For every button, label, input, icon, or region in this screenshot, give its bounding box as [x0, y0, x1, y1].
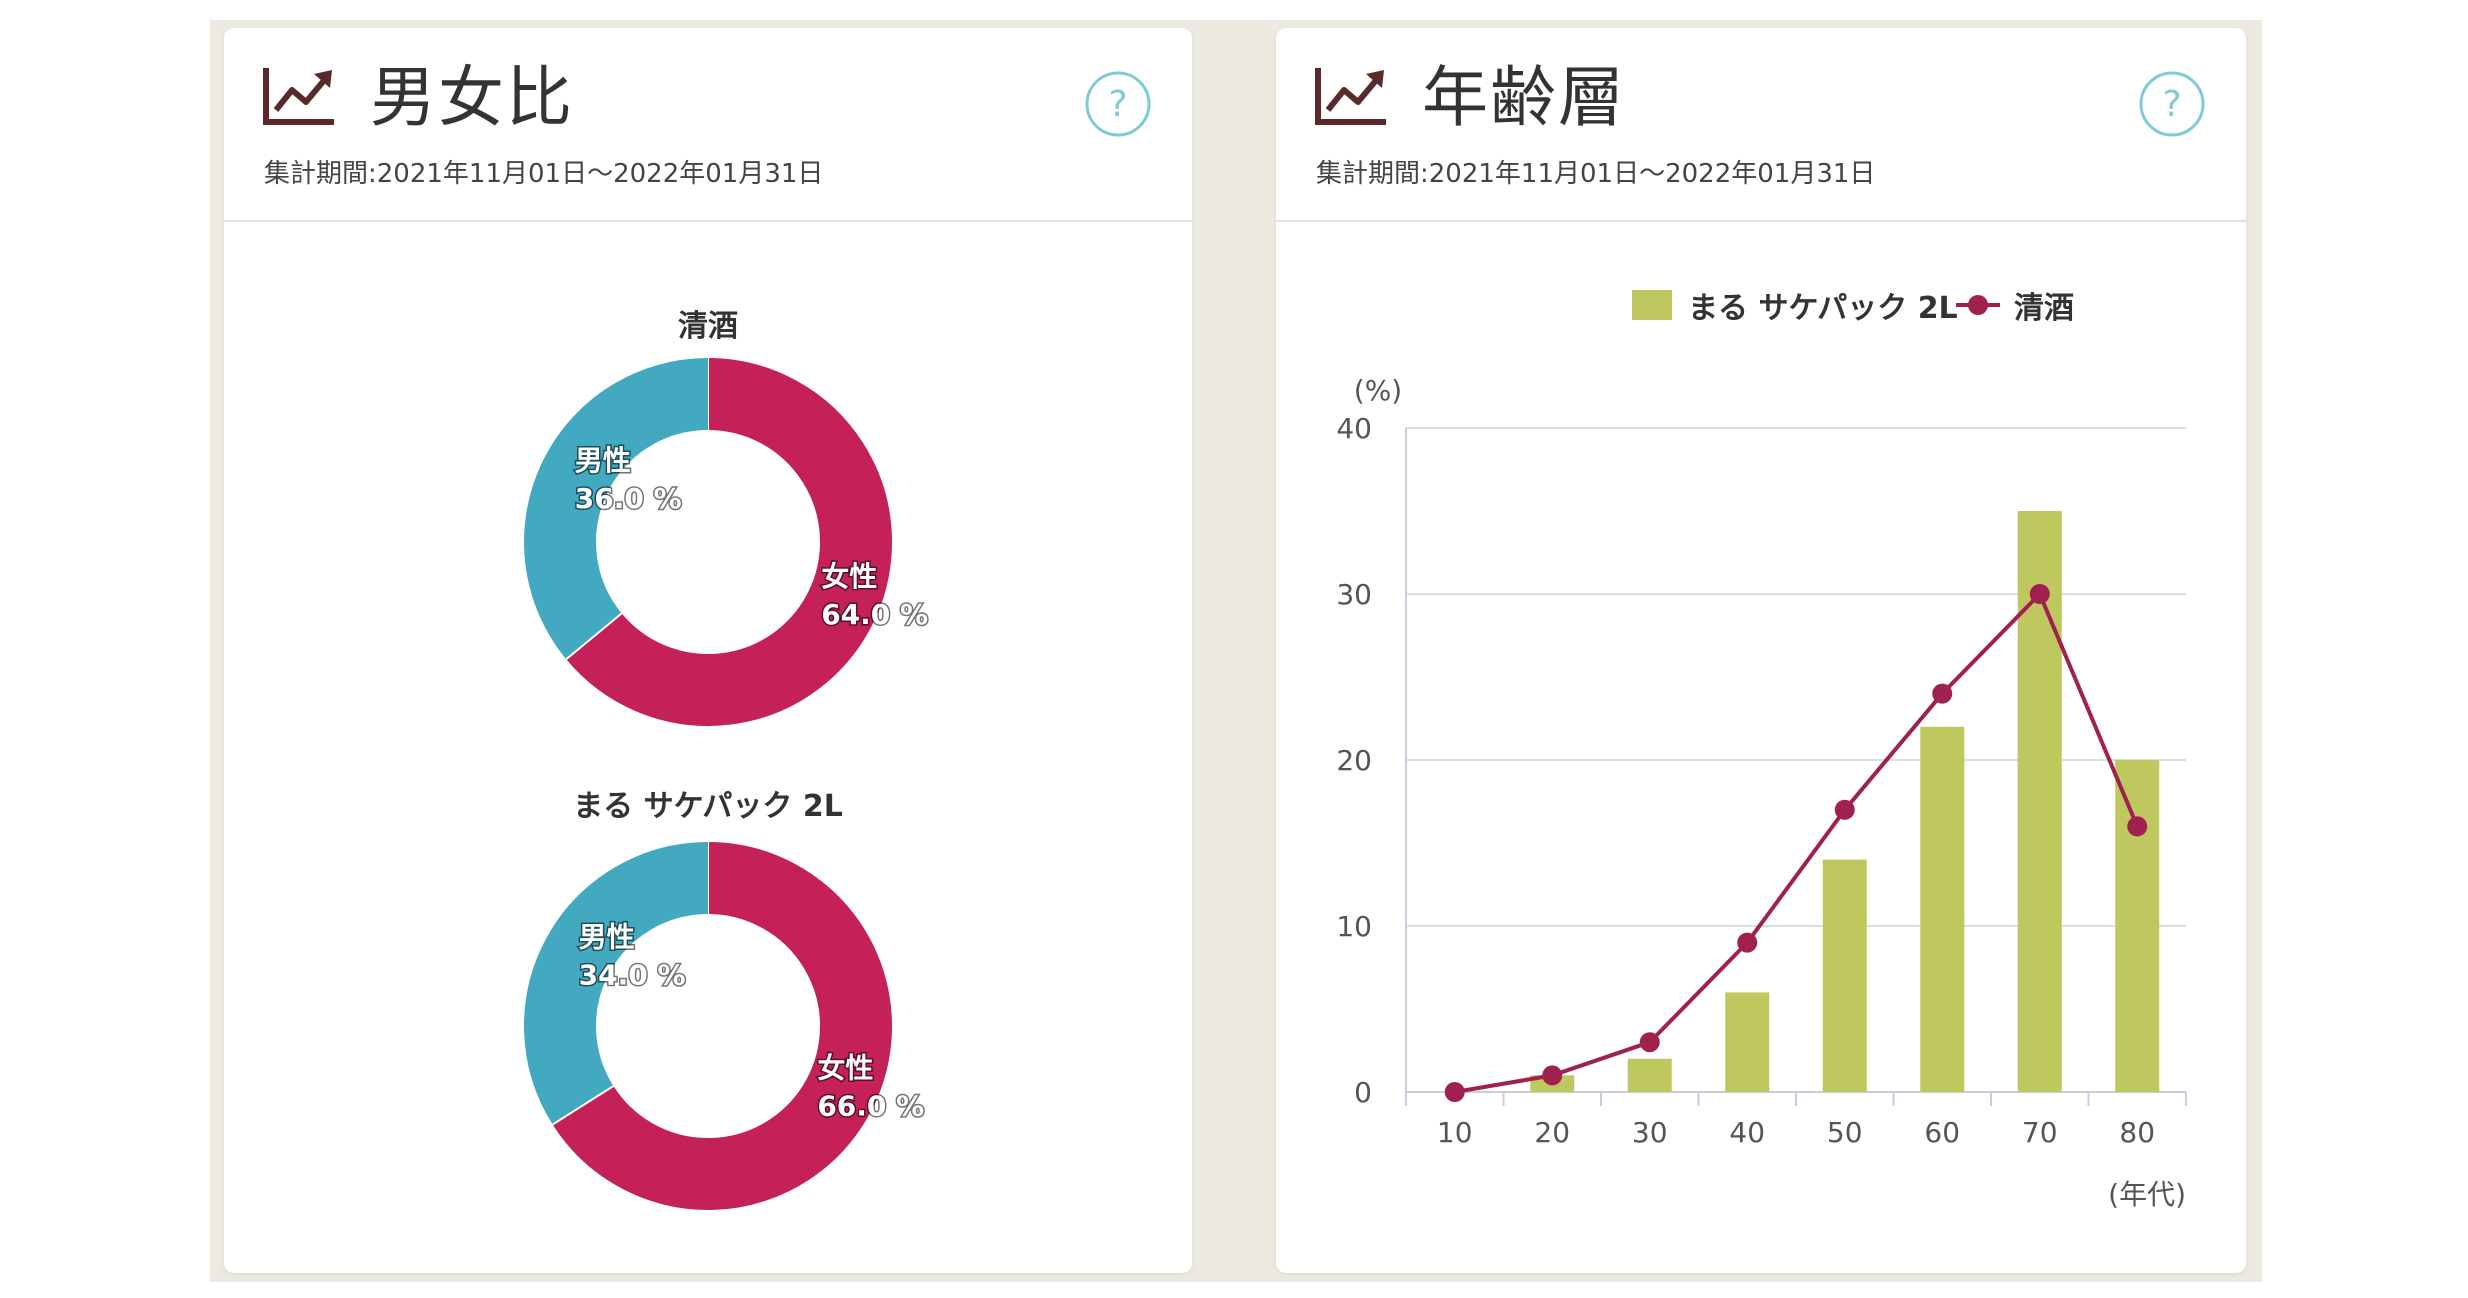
bar[interactable] [1725, 992, 1770, 1092]
x-tick-label: 20 [1534, 1116, 1570, 1149]
age-group-panel: 年齢層 集計期間:2021年11月01日～2022年01月31日 ? 0 10 20… [1276, 28, 2246, 1273]
line-point[interactable] [1834, 799, 1855, 820]
slice-value-label: 66.0 % [817, 1090, 924, 1123]
y-tick-label: 0 [1354, 1076, 1372, 1109]
dashboard: 男女比 集計期間:2021年11月01日～2022年01月31日 ? 清酒女性 6… [210, 20, 2262, 1282]
x-tick-label: 70 [2022, 1116, 2058, 1149]
legend-bar-swatch [1632, 290, 1672, 320]
line-point[interactable] [2029, 584, 2050, 604]
legend-line-marker [1968, 295, 1988, 315]
donut-title: まる サケパック 2L [573, 789, 843, 824]
slice-value-label: 64.0 % [821, 598, 928, 631]
series-line [1454, 590, 2140, 1094]
y-tick-label: 20 [1336, 744, 1372, 777]
line-point[interactable] [1639, 1032, 1660, 1053]
x-tick-label: 30 [1632, 1116, 1668, 1149]
donut-title: 清酒 [678, 309, 738, 344]
donut-slice[interactable] [552, 842, 892, 1210]
gender-ratio-panel: 男女比 集計期間:2021年11月01日～2022年01月31日 ? 清酒女性 6… [224, 28, 1192, 1273]
slice-value-label: 36.0 % [575, 482, 682, 515]
bar[interactable] [1627, 1058, 1672, 1092]
y-axis-label: (%) [1354, 374, 1402, 407]
line-point[interactable] [1932, 683, 1953, 704]
age-period-text: 集計期間:2021年11月01日～2022年01月31日 [1316, 159, 1876, 189]
line-point[interactable] [1542, 1065, 1563, 1086]
gender-period-text: 集計期間:2021年11月01日～2022年01月31日 [264, 159, 824, 189]
line-point[interactable] [1737, 932, 1758, 953]
slice-label: 女性 [821, 560, 877, 593]
help-circle-icon[interactable]: ? [1084, 70, 1152, 138]
legend: まる サケパック 2L 清酒 [1632, 290, 2074, 326]
bar[interactable] [1822, 859, 1867, 1092]
help-symbol: ? [2162, 84, 2181, 125]
line-point[interactable] [1444, 1082, 1465, 1102]
slice-value-label: 34.0 % [579, 958, 686, 991]
bar[interactable] [1920, 726, 1965, 1092]
age-panel-title: 年齢層 [1422, 59, 1626, 136]
slice-label: 男性 [579, 920, 635, 953]
help-symbol: ? [1108, 84, 1127, 125]
slice-label: 女性 [817, 1052, 873, 1085]
x-tick-label: 40 [1729, 1116, 1765, 1149]
y-tick-label: 40 [1336, 412, 1372, 445]
donut-slice[interactable] [524, 842, 709, 1125]
line-chart-icon [263, 68, 334, 125]
x-tick-label: 50 [1827, 1116, 1863, 1149]
x-axis-label: (年代) [2108, 1178, 2186, 1211]
legend-bar-label[interactable]: まる サケパック 2L [1688, 291, 1958, 326]
x-tick-label: 80 [2119, 1116, 2155, 1149]
line-chart-icon [1315, 68, 1386, 125]
donut-slice[interactable] [566, 358, 892, 726]
legend-line-label[interactable]: 清酒 [2014, 291, 2074, 326]
y-tick-label: 30 [1336, 578, 1372, 611]
donut-slice[interactable] [524, 358, 709, 660]
donut-chart: まる サケパック 2L 女性 66.0 % 男性 34.0 % [524, 789, 926, 1210]
bar[interactable] [2115, 760, 2160, 1092]
age-panel-header: 年齢層 集計期間:2021年11月01日～2022年01月31日 ? [1276, 28, 2246, 222]
help-circle-icon[interactable]: ? [2138, 70, 2206, 138]
slice-separator [565, 612, 623, 661]
slice-separator [552, 1085, 614, 1126]
slice-label: 男性 [575, 444, 631, 477]
x-tick-label: 10 [1437, 1116, 1473, 1149]
line-point[interactable] [2127, 816, 2148, 837]
gender-panel-header: 男女比 集計期間:2021年11月01日～2022年01月31日 ? [224, 28, 1192, 222]
x-tick-label: 60 [1924, 1116, 1960, 1149]
age-combo-chart: 0 10 20 30 40 10 20 30 40 50 60 70 80 (%) (年代) まる サケパック… [1336, 290, 2187, 1211]
gender-panel-title: 男女比 [370, 59, 574, 136]
y-tick-label: 10 [1336, 910, 1372, 943]
